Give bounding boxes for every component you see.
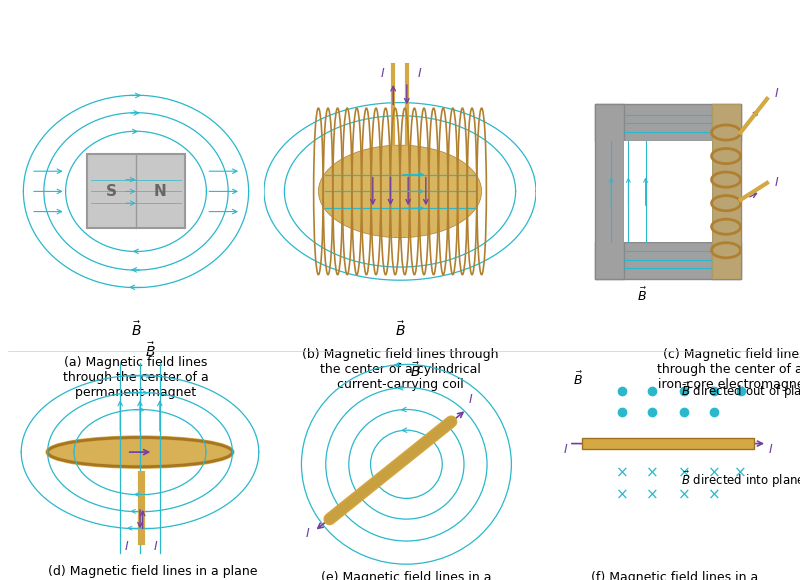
Bar	[595, 242, 741, 279]
Text: $\vec{B}$ directed out of plane: $\vec{B}$ directed out of plane	[682, 381, 800, 401]
Text: S: S	[106, 184, 117, 199]
Text: I: I	[417, 67, 421, 80]
Text: I: I	[125, 539, 129, 553]
Text: $\vec{B}$: $\vec{B}$	[637, 287, 646, 305]
Text: (e) Magnetic field lines in a
plane perpendicular to a long,
straight, current-c: (e) Magnetic field lines in a plane perp…	[312, 571, 501, 580]
Bar	[711, 104, 741, 279]
Text: (b) Magnetic field lines through
the center of a cylindrical
current-carrying co: (b) Magnetic field lines through the cen…	[302, 348, 498, 391]
Text: (c) Magnetic field lines
through the center of an
iron-core electromagnet: (c) Magnetic field lines through the cen…	[657, 348, 800, 391]
Text: ×: ×	[708, 487, 721, 502]
Text: ×: ×	[646, 465, 658, 480]
Text: ×: ×	[678, 487, 690, 502]
Bar	[711, 104, 741, 279]
Text: $\vec{B}$: $\vec{B}$	[574, 371, 583, 387]
Text: I: I	[154, 539, 158, 553]
Text: I: I	[306, 527, 310, 541]
Text: $\vec{B}$: $\vec{B}$	[410, 361, 421, 380]
Text: N: N	[154, 184, 166, 199]
Text: $\vec{B}$: $\vec{B}$	[130, 320, 142, 339]
Text: I: I	[469, 393, 472, 407]
Text: (f) Magnetic field lines in a
plane containing a long,
straight, current-carryin: (f) Magnetic field lines in a plane cont…	[581, 571, 769, 580]
Bar	[582, 438, 754, 449]
Text: ×: ×	[678, 465, 690, 480]
Text: ×: ×	[615, 465, 628, 480]
Bar	[595, 104, 741, 141]
Text: ×: ×	[734, 465, 747, 480]
Text: ×: ×	[646, 487, 658, 502]
Text: I: I	[381, 67, 384, 80]
Ellipse shape	[318, 145, 482, 238]
Text: I: I	[563, 443, 567, 456]
Text: ×: ×	[708, 465, 721, 480]
Text: I: I	[774, 176, 778, 190]
Text: $\vec{B}$: $\vec{B}$	[394, 320, 406, 339]
Bar	[625, 141, 711, 242]
Ellipse shape	[48, 437, 232, 467]
Text: ×: ×	[615, 487, 628, 502]
Text: I: I	[769, 443, 773, 456]
Text: (a) Magnetic field lines
through the center of a
permanent magnet: (a) Magnetic field lines through the cen…	[63, 356, 209, 399]
Text: (d) Magnetic field lines in a plane
containing the axis of a circular
current-ca: (d) Magnetic field lines in a plane cont…	[49, 566, 258, 580]
Text: $\vec{B}$: $\vec{B}$	[146, 342, 156, 360]
Text: $\vec{B}$ directed into plane: $\vec{B}$ directed into plane	[682, 470, 800, 490]
Bar	[595, 104, 625, 279]
Text: I: I	[774, 88, 778, 100]
Bar	[87, 154, 185, 229]
